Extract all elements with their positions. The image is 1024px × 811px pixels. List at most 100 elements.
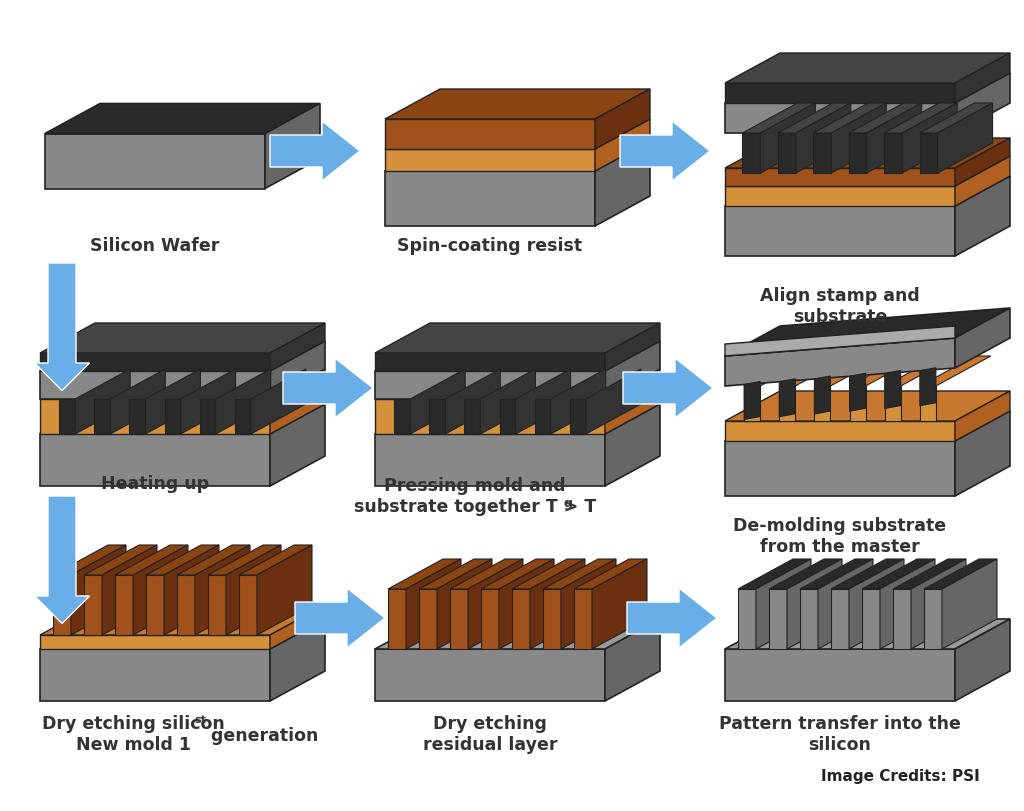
Polygon shape	[270, 370, 325, 435]
Polygon shape	[419, 560, 492, 590]
Polygon shape	[468, 560, 523, 649]
Polygon shape	[40, 635, 270, 649]
Polygon shape	[270, 620, 325, 702]
Polygon shape	[769, 590, 787, 649]
Polygon shape	[45, 135, 265, 189]
Polygon shape	[779, 380, 796, 417]
Polygon shape	[270, 605, 325, 649]
Polygon shape	[411, 370, 465, 435]
Polygon shape	[45, 105, 321, 135]
Polygon shape	[623, 358, 713, 418]
Polygon shape	[911, 560, 966, 649]
Polygon shape	[71, 545, 126, 635]
Polygon shape	[893, 560, 966, 590]
Polygon shape	[942, 560, 997, 649]
Polygon shape	[239, 575, 257, 635]
Polygon shape	[208, 575, 226, 635]
Polygon shape	[551, 370, 606, 435]
Polygon shape	[406, 560, 461, 649]
Polygon shape	[375, 649, 605, 702]
Polygon shape	[465, 400, 480, 435]
Polygon shape	[831, 560, 904, 590]
Polygon shape	[778, 104, 851, 134]
Polygon shape	[813, 104, 887, 134]
Polygon shape	[177, 545, 250, 575]
Polygon shape	[884, 134, 902, 174]
Polygon shape	[725, 392, 1010, 422]
Polygon shape	[375, 405, 660, 435]
Polygon shape	[725, 139, 1010, 169]
Text: Spin-coating resist: Spin-coating resist	[397, 237, 583, 255]
Polygon shape	[800, 560, 873, 590]
Text: Heating up: Heating up	[101, 474, 209, 492]
Polygon shape	[605, 324, 660, 371]
Polygon shape	[725, 338, 955, 387]
Polygon shape	[543, 560, 616, 590]
Polygon shape	[955, 392, 1010, 441]
Polygon shape	[620, 122, 710, 182]
Polygon shape	[270, 341, 325, 400]
Text: g: g	[563, 496, 571, 509]
Polygon shape	[605, 370, 660, 435]
Polygon shape	[725, 54, 1010, 84]
Polygon shape	[885, 387, 901, 422]
Polygon shape	[725, 157, 1010, 187]
Text: generation: generation	[205, 726, 318, 744]
Polygon shape	[177, 575, 195, 635]
Polygon shape	[924, 590, 942, 649]
Polygon shape	[742, 134, 761, 174]
Polygon shape	[375, 435, 605, 487]
Text: Dry etching silicon
New mold 1: Dry etching silicon New mold 1	[42, 714, 224, 753]
Polygon shape	[75, 370, 130, 435]
Polygon shape	[595, 90, 650, 150]
Polygon shape	[725, 422, 955, 441]
Polygon shape	[195, 545, 250, 635]
Polygon shape	[375, 324, 660, 354]
Polygon shape	[885, 371, 901, 409]
Polygon shape	[725, 177, 1010, 207]
Polygon shape	[530, 560, 585, 649]
Polygon shape	[239, 545, 312, 575]
Polygon shape	[814, 357, 886, 387]
Polygon shape	[512, 590, 530, 649]
Polygon shape	[778, 134, 796, 174]
Polygon shape	[270, 122, 360, 182]
Polygon shape	[902, 104, 957, 174]
Polygon shape	[744, 382, 760, 420]
Polygon shape	[535, 400, 551, 435]
Polygon shape	[115, 575, 133, 635]
Polygon shape	[481, 590, 499, 649]
Polygon shape	[595, 142, 650, 227]
Polygon shape	[605, 405, 660, 487]
Polygon shape	[257, 545, 312, 635]
Polygon shape	[725, 649, 955, 702]
Polygon shape	[955, 74, 1010, 134]
Polygon shape	[515, 370, 570, 435]
Polygon shape	[94, 400, 111, 435]
Polygon shape	[744, 387, 760, 422]
Polygon shape	[146, 545, 219, 575]
Polygon shape	[955, 139, 1010, 187]
Polygon shape	[385, 120, 595, 150]
Polygon shape	[955, 177, 1010, 257]
Polygon shape	[725, 309, 1010, 357]
Polygon shape	[40, 605, 325, 635]
Polygon shape	[605, 620, 660, 702]
Polygon shape	[850, 387, 865, 422]
Polygon shape	[429, 400, 445, 435]
Polygon shape	[893, 590, 911, 649]
Polygon shape	[800, 590, 818, 649]
Polygon shape	[627, 588, 717, 648]
Polygon shape	[955, 309, 1010, 368]
Polygon shape	[561, 560, 616, 649]
Polygon shape	[40, 324, 325, 354]
Polygon shape	[40, 371, 270, 400]
Polygon shape	[59, 400, 75, 435]
Polygon shape	[725, 620, 1010, 649]
Polygon shape	[885, 357, 955, 387]
Text: Pattern transfer into the
silicon: Pattern transfer into the silicon	[719, 714, 961, 753]
Polygon shape	[84, 545, 157, 575]
Polygon shape	[831, 104, 887, 174]
Polygon shape	[234, 400, 251, 435]
Polygon shape	[445, 370, 501, 435]
